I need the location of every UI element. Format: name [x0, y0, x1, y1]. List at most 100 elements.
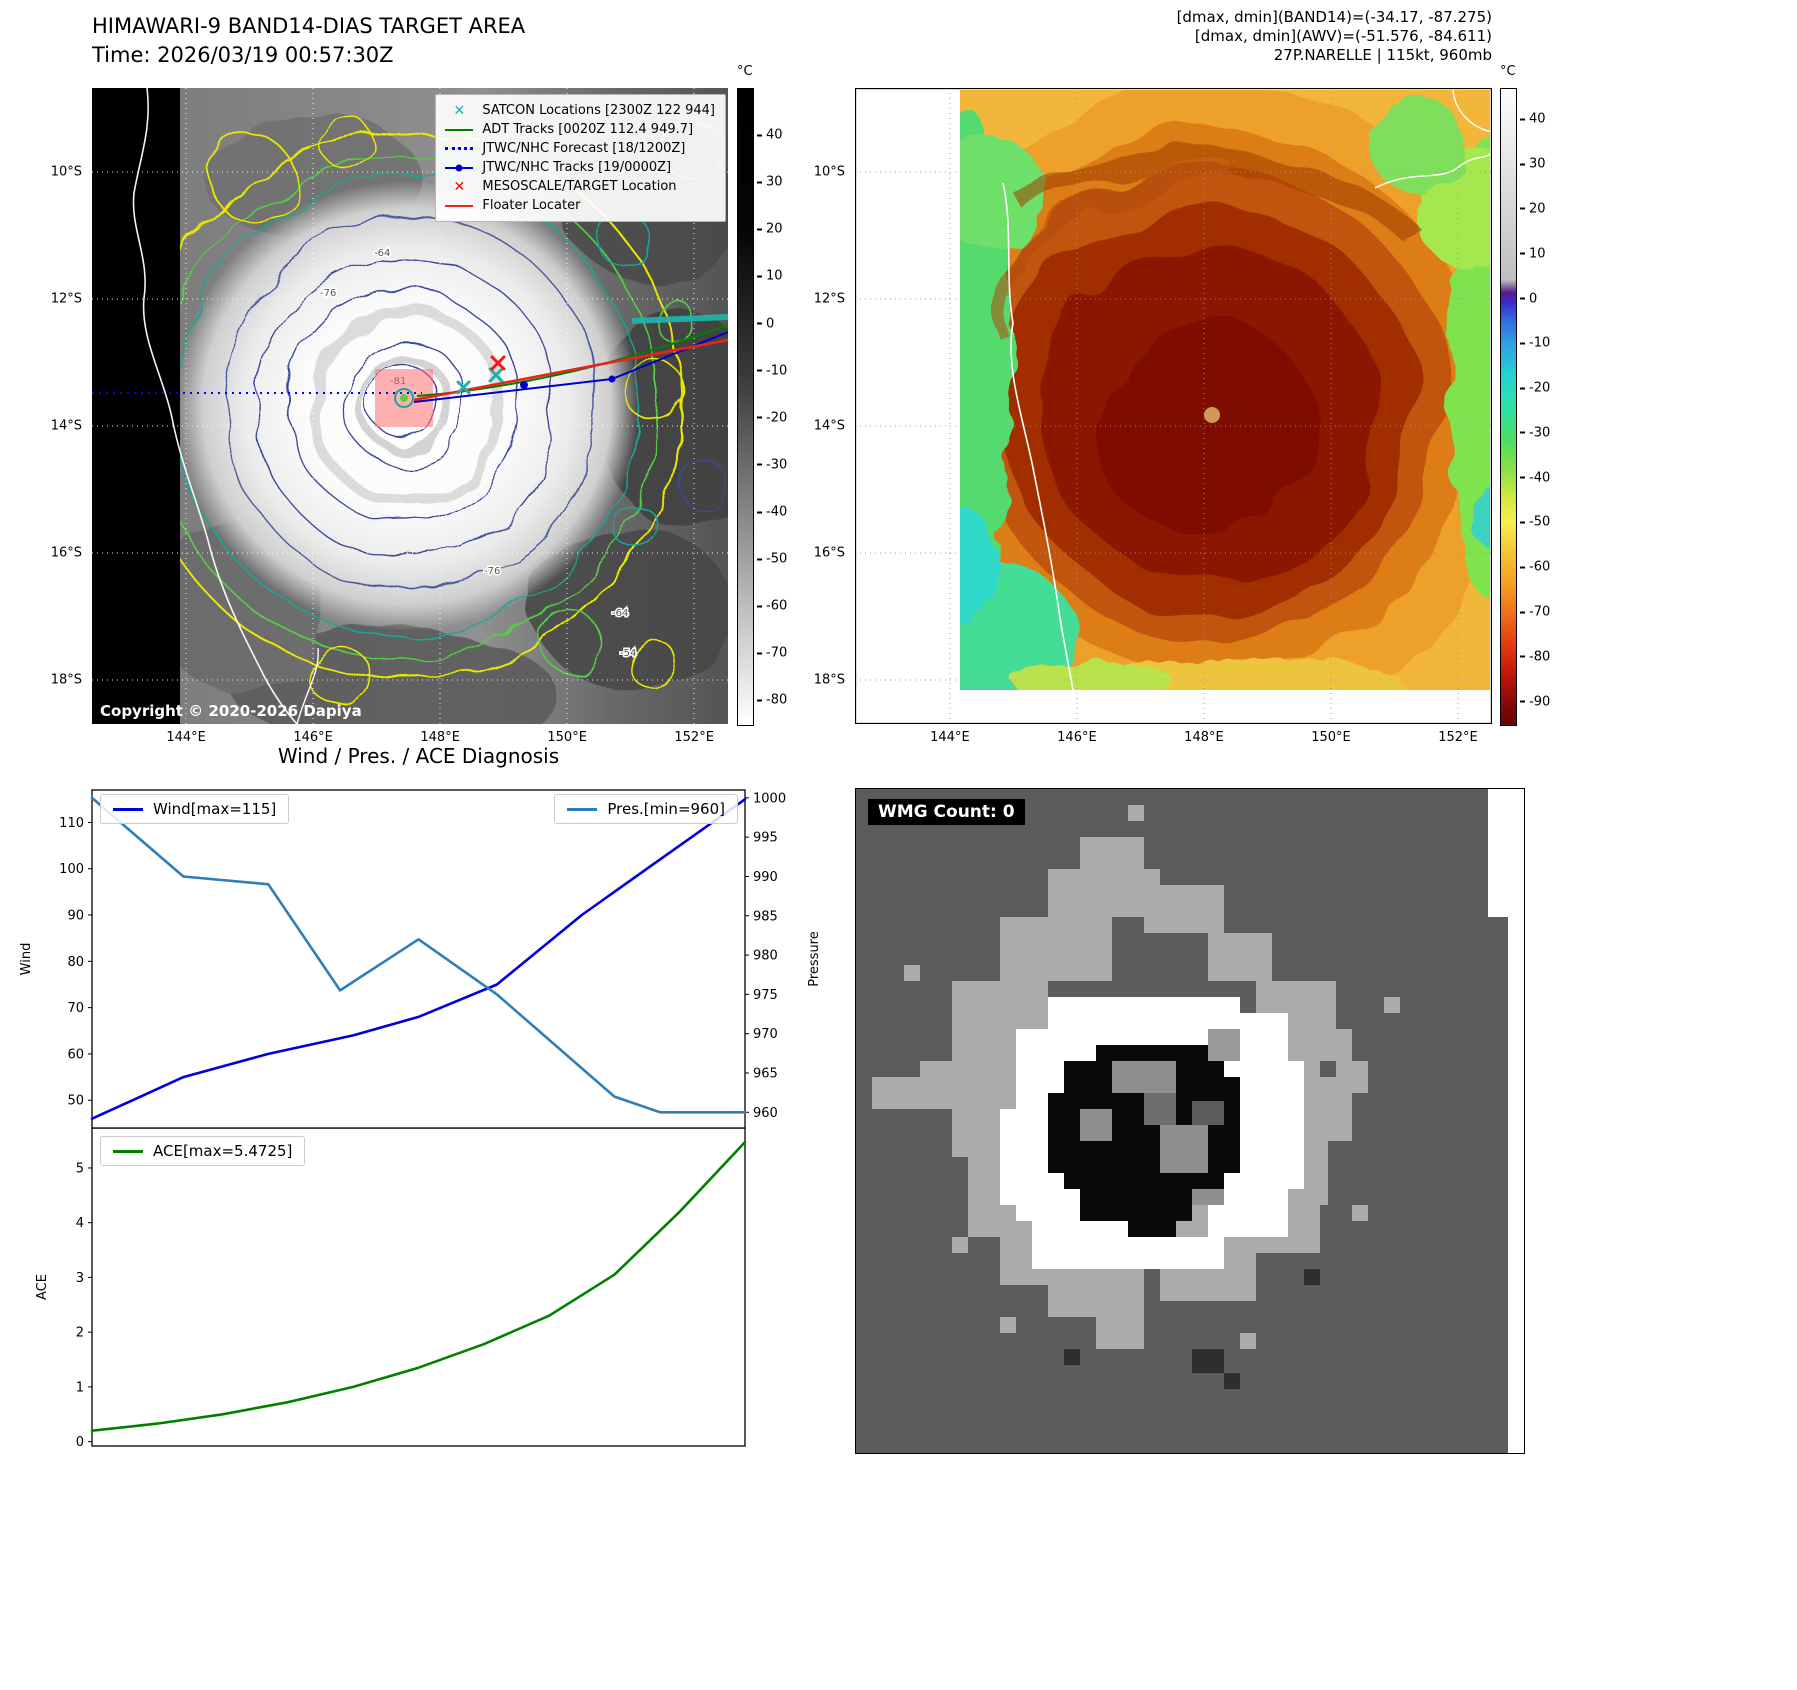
legend-item-satcon: ✕ SATCON Locations [2300Z 122 944]	[444, 101, 715, 120]
colorbar-tick-label: -30	[757, 457, 787, 472]
awv-title-block: [dmax, dmin](BAND14)=(-34.17, -87.275) […	[855, 8, 1492, 65]
ace-line-icon	[113, 1149, 143, 1153]
wind-legend: Wind[max=115]	[100, 794, 290, 824]
awv-colorbar	[1500, 88, 1517, 726]
svg-text:960: 960	[753, 1106, 778, 1121]
awv-lon-axis: 144°E 146°E 148°E 150°E 152°E	[855, 726, 1492, 748]
axis-tick-label: 10°S	[50, 164, 82, 180]
colorbar-tick-label: -50	[757, 552, 787, 567]
axis-tick-label: 152°E	[1438, 730, 1478, 745]
colorbar-tick-label: -80	[757, 693, 787, 708]
svg-text:980: 980	[753, 949, 778, 964]
x-marker-icon: ✕	[453, 178, 466, 195]
coastline	[132, 87, 298, 725]
wmg-count-badge: WMG Count: 0	[868, 799, 1025, 825]
svg-text:ACE: ACE	[35, 1274, 50, 1300]
axis-tick-label: 144°E	[166, 730, 206, 745]
legend-item-mesoscale: ✕ MESOSCALE/TARGET Location	[444, 177, 715, 196]
colorbar-tick-label: -30	[1520, 425, 1550, 440]
wind-pressure-chart: 50 60 70 80 90 100 110 Wind 960 965 970 975 980 985 99…	[19, 789, 822, 1129]
colorbar-tick-label: -90	[1520, 694, 1550, 709]
legend-item-forecast: JTWC/NHC Forecast [18/1200Z]	[444, 139, 715, 158]
colorbar-tick-label: -70	[757, 646, 787, 661]
dotted-line-icon	[444, 141, 474, 156]
colorbar-tick-label: 0	[757, 316, 774, 331]
satcon-marker	[488, 367, 504, 383]
colorbar-tick-label: 20	[1520, 201, 1546, 216]
line-icon	[444, 122, 474, 137]
svg-text:90: 90	[67, 909, 84, 924]
colorbar-tick-label: 40	[757, 128, 783, 143]
svg-text:3: 3	[76, 1271, 84, 1286]
awv-map	[854, 87, 1493, 725]
legend-label: JTWC/NHC Forecast [18/1200Z]	[482, 141, 686, 156]
svg-text:70: 70	[67, 1001, 84, 1016]
colorbar-tick-label: -60	[757, 599, 787, 614]
svg-text:975: 975	[753, 988, 778, 1003]
legend-label: Floater Locater	[482, 198, 581, 213]
axis-tick-label: 10°S	[813, 164, 845, 180]
wind-line-icon	[113, 807, 143, 811]
legend-item-tracks: JTWC/NHC Tracks [19/0000Z]	[444, 158, 715, 177]
storm-center	[394, 388, 414, 408]
svg-text:970: 970	[753, 1027, 778, 1042]
contour-label: -64	[374, 248, 390, 259]
band14-lon-axis: 144°E 146°E 148°E 150°E 152°E	[92, 726, 728, 748]
ace-legend-label: ACE[max=5.4725]	[153, 1142, 293, 1160]
axis-tick-label: 14°S	[50, 418, 82, 434]
wind-legend-label: Wind[max=115]	[153, 800, 277, 818]
ace-chart: 0 1 2 3 4 5 ACE	[35, 1128, 747, 1450]
satcon-marker	[456, 380, 471, 395]
legend-item-floater: Floater Locater	[444, 196, 715, 215]
axis-tick-label: 12°S	[813, 291, 845, 307]
axis-tick-label: 14°S	[813, 418, 845, 434]
storm-eye	[1204, 407, 1220, 423]
colorbar-tick-label: -40	[757, 505, 787, 520]
awv-dmax-band14: [dmax, dmin](BAND14)=(-34.17, -87.275)	[1176, 8, 1492, 26]
wmg-panel: WMG Count: 0	[855, 788, 1525, 1454]
ace-legend: ACE[max=5.4725]	[100, 1136, 306, 1166]
svg-text:0: 0	[76, 1435, 84, 1450]
awv-colorbar-ticks: 40 30 20 10 0 -10 -20 -30 -40 -50 -60 -70 -80 -90	[1520, 88, 1564, 724]
line-icon	[444, 198, 474, 213]
svg-text:1: 1	[76, 1380, 84, 1395]
colorbar-tick-label: 30	[1520, 157, 1546, 172]
colorbar-tick-label: -50	[1520, 515, 1550, 530]
colorbar-tick-label: -60	[1520, 560, 1550, 575]
svg-text:5: 5	[76, 1161, 84, 1176]
svg-text:990: 990	[753, 870, 778, 885]
colorbar-tick-label: -20	[757, 410, 787, 425]
diagnosis-title: Wind / Pres. / ACE Diagnosis	[277, 744, 560, 768]
axis-tick-label: 148°E	[420, 730, 460, 745]
line-dot-icon	[444, 160, 474, 175]
axis-tick-label: 146°E	[293, 730, 333, 745]
band14-colorbar	[737, 88, 754, 726]
axis-tick-label: 16°S	[813, 545, 845, 561]
colorbar-tick-label: 10	[1520, 246, 1546, 261]
svg-text:965: 965	[753, 1066, 778, 1081]
axis-tick-label: 150°E	[1311, 730, 1351, 745]
band14-lat-axis: 10°S 12°S 14°S 16°S 18°S	[30, 88, 88, 724]
band14-colorbar-unit: °C	[737, 64, 753, 79]
colorbar-tick-label: 0	[1520, 291, 1537, 306]
pres-legend: Pres.[min=960]	[554, 794, 738, 824]
svg-text:Wind: Wind	[19, 943, 34, 976]
coastline	[1002, 182, 1074, 691]
awv-dmax-awv: [dmax, dmin](AWV)=(-51.576, -84.611)	[1194, 27, 1492, 45]
legend-label: JTWC/NHC Tracks [19/0000Z]	[482, 160, 672, 175]
band14-time: Time: 2026/03/19 00:57:30Z	[92, 43, 394, 67]
svg-text:Pressure: Pressure	[807, 931, 822, 987]
legend-label: MESOSCALE/TARGET Location	[482, 179, 677, 194]
legend-label: SATCON Locations [2300Z 122 944]	[482, 103, 715, 118]
svg-text:50: 50	[67, 1094, 84, 1109]
colorbar-tick-label: -20	[1520, 381, 1550, 396]
pres-legend-label: Pres.[min=960]	[607, 800, 725, 818]
wmg-pixel-image	[856, 789, 1524, 1453]
contour-label: -54	[620, 648, 636, 659]
contour-label: -76	[484, 566, 500, 577]
map-legend: ✕ SATCON Locations [2300Z 122 944] ADT T…	[435, 94, 726, 222]
latlon-gridlines	[855, 88, 1492, 724]
pres-line-icon	[567, 807, 598, 811]
svg-text:60: 60	[67, 1047, 84, 1062]
axis-tick-label: 144°E	[930, 730, 970, 745]
